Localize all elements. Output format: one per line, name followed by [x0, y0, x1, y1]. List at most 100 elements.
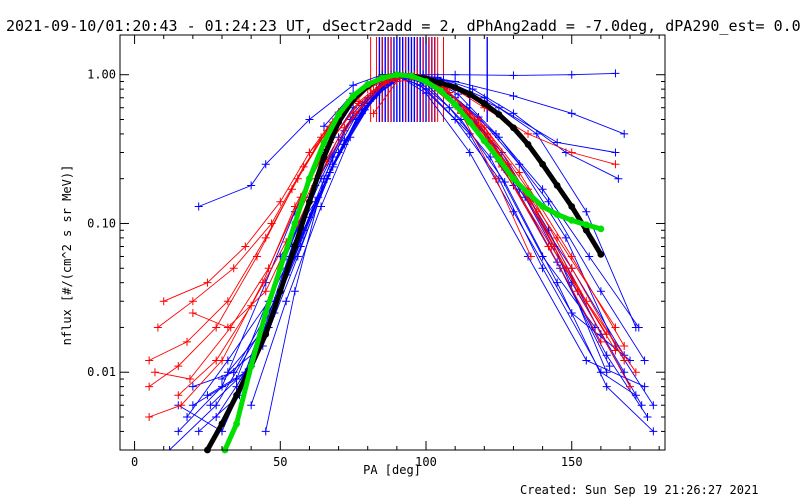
data-point-red [491, 174, 500, 183]
fit-point-green [451, 101, 459, 108]
data-point-red [267, 219, 276, 228]
fit-point-black [553, 182, 561, 189]
data-point-blue [582, 356, 591, 365]
data-point-red [305, 148, 314, 157]
data-point-red [276, 197, 285, 206]
fit-point-black [582, 226, 590, 234]
data-point-blue [261, 427, 270, 436]
data-point-blue [491, 129, 500, 138]
data-point-red [474, 115, 483, 124]
fit-point-green [597, 225, 605, 233]
data-point-red [620, 342, 629, 351]
data-point-blue [538, 264, 547, 273]
data-point-blue [538, 185, 547, 194]
axes-group: 0 50 100 150 0.01 0.10 1.00 [87, 34, 666, 469]
data-point-blue [602, 368, 611, 377]
data-point-blue [582, 207, 591, 216]
data-point-blue [247, 181, 256, 190]
data-point-blue [509, 91, 518, 100]
data-point-blue [611, 69, 620, 78]
x-axis-label: PA [deg] [363, 463, 421, 477]
series-line-blue [192, 74, 637, 406]
data-point-blue [649, 401, 658, 410]
data-point-blue [500, 178, 509, 187]
data-point-blue [320, 122, 329, 131]
fit-point-green [582, 221, 590, 229]
fit-point-black [276, 287, 284, 295]
fit-point-black [539, 160, 546, 168]
fit-point-black [495, 111, 503, 118]
data-point-blue [174, 427, 183, 436]
y-tick-label: 1.00 [87, 68, 116, 82]
data-point-blue [206, 401, 215, 410]
data-point-red [611, 323, 620, 332]
data-point-red [261, 287, 270, 296]
fit-point-green [320, 139, 328, 146]
data-point-red [524, 129, 533, 138]
data-point-blue [188, 382, 197, 391]
data-point-blue [165, 446, 174, 450]
data-point-blue [585, 252, 594, 261]
series-line-blue [207, 74, 654, 406]
data-point-blue [567, 70, 576, 79]
fit-point-black [437, 79, 444, 87]
data-point-blue [247, 401, 256, 410]
fit-curve-group [204, 71, 605, 454]
data-point-blue [322, 174, 331, 183]
series-group [145, 69, 658, 450]
data-point-red [620, 356, 629, 365]
data-point-red [567, 252, 576, 261]
data-point-blue [561, 233, 570, 242]
created-timestamp: Created: Sun Sep 19 21:26:27 2021 [520, 483, 758, 497]
x-tick-label: 0 [131, 455, 138, 469]
fit-point-black [568, 203, 576, 210]
x-tick-label: 50 [273, 455, 287, 469]
fit-point-black [597, 250, 605, 258]
data-point-red [203, 278, 212, 287]
data-point-red [150, 368, 159, 377]
data-point-red [188, 297, 197, 306]
data-point-blue [596, 287, 605, 296]
fit-point-black [218, 420, 226, 428]
data-point-red [392, 77, 401, 86]
fit-point-green [480, 137, 488, 145]
series-line-red [148, 75, 637, 373]
plot-frame [119, 34, 666, 451]
fit-point-green [437, 87, 444, 95]
data-point-blue [553, 138, 562, 147]
fit-point-green [247, 362, 255, 370]
data-point-blue [643, 413, 652, 421]
data-point-blue [649, 427, 658, 436]
data-point-red [223, 297, 232, 306]
fit-point-green [422, 78, 430, 85]
fit-curve-green [222, 72, 604, 453]
data-point-red [183, 337, 192, 346]
data-point-red [188, 309, 197, 318]
data-point-red [287, 185, 296, 194]
data-point-red [567, 264, 576, 273]
fit-point-green [393, 71, 401, 79]
data-point-red [352, 109, 361, 118]
y-tick-label: 0.10 [87, 216, 116, 230]
x-tick-label: 100 [415, 455, 437, 469]
data-point-blue [465, 148, 474, 157]
data-point-blue [611, 148, 620, 157]
data-point-red [241, 242, 250, 251]
data-point-red [567, 148, 576, 157]
data-point-red [212, 323, 221, 332]
fit-point-green [466, 118, 474, 126]
fit-point-green [364, 81, 372, 88]
data-point-blue [567, 109, 576, 118]
series-line-blue [250, 74, 619, 406]
data-point-red [381, 78, 390, 87]
data-point-blue [509, 71, 518, 80]
data-point-red [626, 382, 635, 391]
series-line-blue [198, 74, 616, 207]
data-point-red [547, 242, 556, 251]
fit-point-green [291, 220, 299, 227]
data-point-blue [305, 115, 314, 124]
data-point-blue [620, 129, 629, 138]
series-line-red [154, 74, 625, 380]
